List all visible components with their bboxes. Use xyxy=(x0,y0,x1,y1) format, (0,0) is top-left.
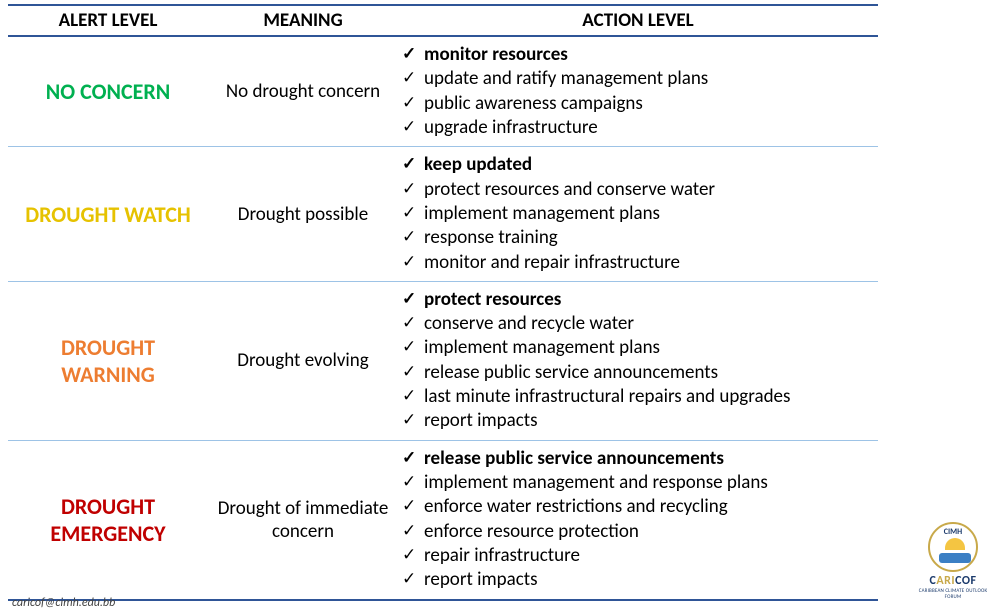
alert-level-cell: DROUGHT WARNING xyxy=(8,330,208,392)
alert-level-cell: DROUGHTEMERGENCY xyxy=(8,489,208,551)
header-row: ALERT LEVEL MEANING ACTION LEVEL xyxy=(8,5,878,36)
action-item: response training xyxy=(402,226,874,250)
table-row: DROUGHTEMERGENCYDrought of immediate con… xyxy=(8,440,878,599)
alert-level-cell: NO CONCERN xyxy=(8,74,208,109)
action-item: upgrade infrastructure xyxy=(402,116,874,140)
header-meaning: MEANING xyxy=(208,5,398,36)
action-item: monitor and repair infrastructure xyxy=(402,251,874,275)
caricof-logo: CIMH CARICOF CARIBBEAN CLIMATE OUTLOOK F… xyxy=(912,522,994,600)
header-alert-level: ALERT LEVEL xyxy=(8,5,208,36)
action-item: implement management and response plans xyxy=(402,471,874,495)
action-item: enforce resource protection xyxy=(402,520,874,544)
action-item: repair infrastructure xyxy=(402,544,874,568)
logo-sun-icon xyxy=(945,538,965,550)
action-item: public awareness campaigns xyxy=(402,92,874,116)
action-item: enforce water restrictions and recycling xyxy=(402,495,874,519)
action-list: protect resourcesconserve and recycle wa… xyxy=(398,282,878,440)
meaning-cell: Drought possible xyxy=(208,199,398,230)
logo-cimh-text: CIMH xyxy=(930,527,976,537)
header-action-level: ACTION LEVEL xyxy=(398,5,878,36)
action-item: keep updated xyxy=(402,153,874,177)
table-row: DROUGHT WARNINGDrought evolvingprotect r… xyxy=(8,281,878,440)
meaning-cell: Drought of immediate concern xyxy=(208,493,398,547)
action-item: protect resources and conserve water xyxy=(402,178,874,202)
action-item: report impacts xyxy=(402,409,874,433)
table-row: NO CONCERNNo drought concernmonitor reso… xyxy=(8,36,878,147)
alert-level-cell: DROUGHT WATCH xyxy=(8,197,208,232)
action-list: monitor resourcesupdate and ratify manag… xyxy=(398,37,878,146)
action-item: implement management plans xyxy=(402,202,874,226)
action-item: last minute infrastructural repairs and … xyxy=(402,385,874,409)
logo-subtitle: CARIBBEAN CLIMATE OUTLOOK FORUM xyxy=(912,588,994,600)
action-item: update and ratify management plans xyxy=(402,67,874,91)
action-item: report impacts xyxy=(402,568,874,592)
action-item: implement management plans xyxy=(402,336,874,360)
action-item: conserve and recycle water xyxy=(402,312,874,336)
logo-title: CARICOF xyxy=(912,574,994,588)
logo-circle-icon: CIMH xyxy=(928,522,978,572)
action-list: keep updatedprotect resources and conser… xyxy=(398,147,878,281)
action-item: release public service announcements xyxy=(402,447,874,471)
action-item: release public service announcements xyxy=(402,361,874,385)
meaning-cell: No drought concern xyxy=(208,76,398,107)
action-item: protect resources xyxy=(402,288,874,312)
action-list: release public service announcementsimpl… xyxy=(398,441,878,599)
logo-wave-icon xyxy=(939,553,971,563)
table-row: DROUGHT WATCHDrought possiblekeep update… xyxy=(8,147,878,282)
footer-email: caricof@cimh.edu.bb xyxy=(12,596,115,610)
action-item: monitor resources xyxy=(402,43,874,67)
alert-table: ALERT LEVEL MEANING ACTION LEVEL NO CONC… xyxy=(8,4,878,601)
meaning-cell: Drought evolving xyxy=(208,345,398,376)
